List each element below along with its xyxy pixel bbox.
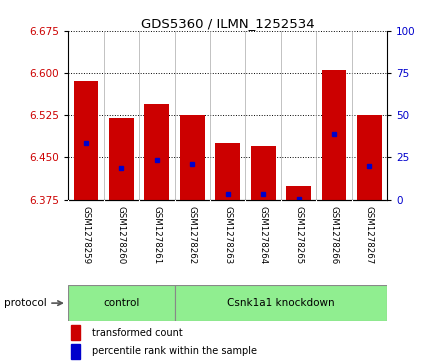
Bar	[322, 70, 346, 200]
Bar	[68, 285, 175, 321]
Bar	[357, 115, 382, 200]
Bar	[215, 143, 240, 200]
Bar	[180, 115, 205, 200]
Bar	[144, 104, 169, 200]
Bar	[251, 146, 275, 200]
Text: GSM1278259: GSM1278259	[81, 207, 91, 265]
Bar	[286, 185, 311, 200]
Text: transformed count: transformed count	[92, 327, 183, 338]
Text: GSM1278267: GSM1278267	[365, 207, 374, 265]
Bar	[175, 285, 387, 321]
Text: control: control	[103, 298, 139, 308]
Text: GSM1278263: GSM1278263	[223, 207, 232, 265]
Bar	[109, 118, 134, 200]
Text: percentile rank within the sample: percentile rank within the sample	[92, 346, 257, 356]
Text: GSM1278260: GSM1278260	[117, 207, 126, 265]
Text: protocol: protocol	[4, 298, 47, 308]
Text: GSM1278261: GSM1278261	[152, 207, 161, 265]
Bar	[71, 344, 80, 359]
Title: GDS5360 / ILMN_1252534: GDS5360 / ILMN_1252534	[141, 17, 315, 30]
Bar	[71, 325, 80, 340]
Text: GSM1278262: GSM1278262	[188, 207, 197, 265]
Text: GSM1278265: GSM1278265	[294, 207, 303, 265]
Text: GSM1278266: GSM1278266	[330, 207, 338, 265]
Text: GSM1278264: GSM1278264	[259, 207, 268, 265]
Bar	[73, 82, 98, 200]
Text: Csnk1a1 knockdown: Csnk1a1 knockdown	[227, 298, 335, 308]
